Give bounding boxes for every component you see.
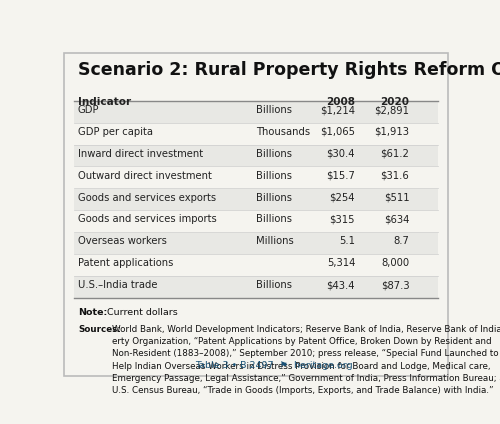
Text: 2020: 2020 [380,97,410,107]
Text: 8.7: 8.7 [394,236,409,246]
Text: U.S.–India trade: U.S.–India trade [78,280,158,290]
Bar [74,276,438,298]
Text: Thousands: Thousands [256,127,310,137]
Bar [74,254,438,276]
Text: $634: $634 [384,215,409,224]
Bar [74,101,438,123]
Bar [74,211,438,232]
Bar [74,123,438,145]
Text: $315: $315 [330,215,355,224]
Text: World Bank, World Development Indicators; Reserve Bank of India, Reserve Bank of: World Bank, World Development Indicators… [112,325,500,395]
Text: 5.1: 5.1 [339,236,355,246]
Text: $1,913: $1,913 [374,127,410,137]
Text: Millions: Millions [256,236,294,246]
Text: $31.6: $31.6 [380,171,410,181]
Bar [74,233,438,254]
Text: Billions: Billions [256,171,292,181]
FancyBboxPatch shape [64,53,448,376]
Text: Note:: Note: [78,308,107,317]
Text: 5,314: 5,314 [326,258,355,268]
Text: Billions: Billions [256,105,292,115]
Text: $61.2: $61.2 [380,149,410,159]
Text: Sources:: Sources: [78,325,121,334]
Text: Outward direct investment: Outward direct investment [78,171,212,181]
Text: Goods and services exports: Goods and services exports [78,192,216,203]
Text: $43.4: $43.4 [326,280,355,290]
Text: Billions: Billions [256,192,292,203]
Text: $1,065: $1,065 [320,127,355,137]
Text: Billions: Billions [256,215,292,224]
Bar [74,189,438,210]
Text: Inward direct investment: Inward direct investment [78,149,203,159]
Text: 8,000: 8,000 [381,258,410,268]
Text: Table 3 • B 2497  ⚑  heritage.org: Table 3 • B 2497 ⚑ heritage.org [196,361,353,370]
Text: Billions: Billions [256,149,292,159]
Text: Scenario 2: Rural Property Rights Reform Only: Scenario 2: Rural Property Rights Reform… [78,61,500,79]
Text: $87.3: $87.3 [380,280,410,290]
Bar [74,167,438,188]
Bar [74,145,438,167]
Text: Billions: Billions [256,280,292,290]
Text: $15.7: $15.7 [326,171,355,181]
Text: $2,891: $2,891 [374,105,410,115]
Text: $30.4: $30.4 [326,149,355,159]
Text: Indicator: Indicator [78,97,131,107]
Text: $1,214: $1,214 [320,105,355,115]
Text: $511: $511 [384,192,409,203]
Text: Patent applications: Patent applications [78,258,174,268]
Text: Overseas workers: Overseas workers [78,236,167,246]
Text: 2008: 2008 [326,97,355,107]
Text: $254: $254 [330,192,355,203]
Text: GDP per capita: GDP per capita [78,127,153,137]
Text: GDP: GDP [78,105,100,115]
Text: Goods and services imports: Goods and services imports [78,215,217,224]
Text: Current dollars: Current dollars [108,308,178,317]
